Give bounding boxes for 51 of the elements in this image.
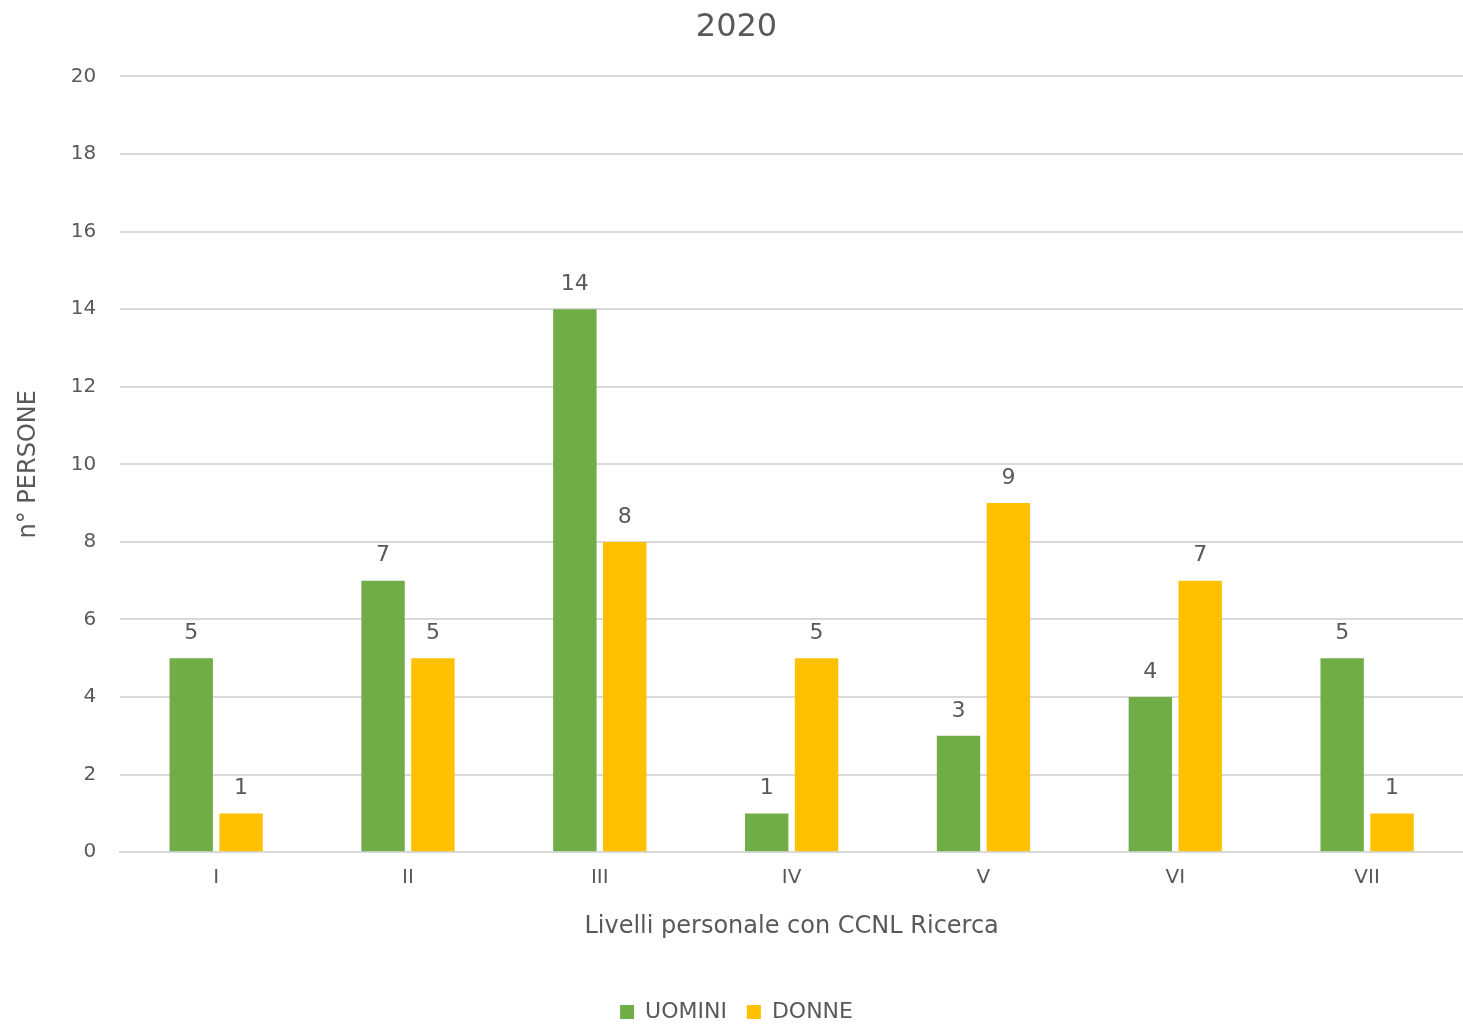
bar (361, 580, 405, 852)
y-tick-label: 12 (70, 372, 97, 397)
legend-label: DONNE (771, 997, 853, 1023)
x-tick-label: IV (781, 864, 802, 889)
y-tick-label: 14 (70, 295, 97, 320)
y-tick-label: 8 (83, 528, 97, 553)
x-tick-label: I (213, 864, 220, 889)
data-label: 1 (234, 774, 249, 800)
data-label: 5 (425, 618, 440, 644)
y-tick-label: 16 (70, 217, 97, 242)
y-tick-label: 0 (83, 838, 97, 863)
x-tick-label: V (976, 864, 991, 889)
bar (1370, 813, 1414, 852)
bar (411, 658, 455, 852)
y-tick-label: 18 (70, 140, 97, 165)
x-tick-label: II (402, 864, 414, 889)
x-axis-title: Livelli personale con CCNL Ricerca (584, 910, 999, 939)
bar (986, 503, 1031, 852)
y-tick-label: 20 (70, 62, 97, 87)
chart-title: 2020 (695, 5, 778, 44)
data-label: 3 (951, 696, 966, 722)
bar (169, 658, 213, 852)
bar (794, 658, 839, 852)
y-tick-label: 2 (83, 760, 97, 785)
bar (219, 813, 263, 852)
y-tick-label: 10 (70, 450, 97, 475)
data-label: 4 (1143, 657, 1158, 683)
data-label: 7 (376, 541, 391, 567)
bar (1320, 658, 1364, 852)
y-tick-label: 4 (83, 683, 97, 708)
bar (1128, 697, 1173, 852)
bar (603, 541, 647, 852)
data-label: 5 (809, 618, 824, 644)
data-label: 7 (1193, 541, 1208, 567)
bar (1178, 580, 1222, 852)
y-tick-label: 6 (83, 605, 97, 630)
data-label: 8 (617, 502, 632, 528)
data-label: 9 (1001, 463, 1016, 489)
bar (744, 813, 789, 852)
bar (553, 309, 597, 852)
data-label: 5 (184, 618, 199, 644)
y-axis-title: n° PERSONE (12, 390, 41, 539)
bar (936, 735, 981, 852)
x-tick-label: VI (1165, 864, 1186, 889)
data-label: 14 (560, 269, 589, 295)
x-tick-label: III (590, 864, 609, 889)
data-label: 1 (759, 774, 774, 800)
x-tick-label: VII (1354, 864, 1380, 889)
legend-label: UOMINI (645, 997, 727, 1023)
data-label: 1 (1385, 774, 1400, 800)
data-label: 5 (1335, 618, 1350, 644)
